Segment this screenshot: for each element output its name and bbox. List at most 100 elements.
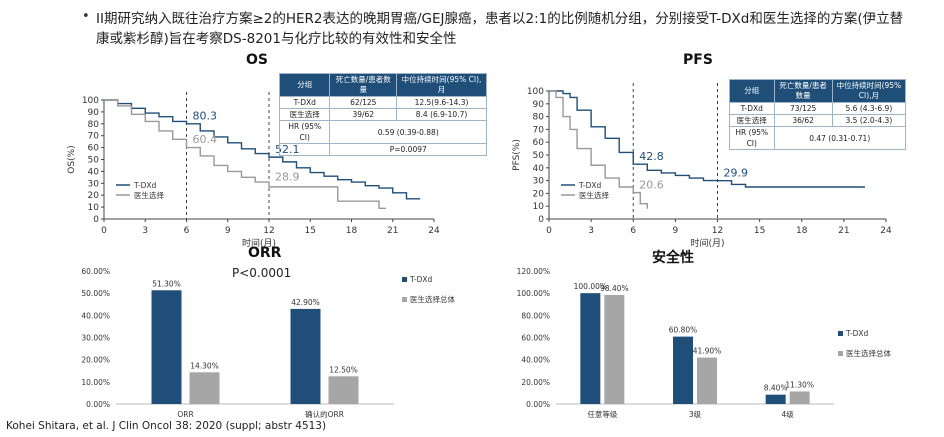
pfs-landmark-label: 20.6	[639, 179, 664, 192]
pfs-table-cell: 36/62	[773, 114, 833, 127]
pfs-table-cell: 医生选择	[729, 114, 775, 127]
orr-data-label: 12.50%	[329, 365, 358, 374]
os-x-tick-label: 21	[387, 226, 398, 236]
orr-y-tick-label: 60.00%	[81, 267, 110, 276]
pfs-y-tick-label: 10	[533, 202, 545, 212]
os-series-line-0	[104, 99, 421, 200]
pfs-landmark-label: 29.9	[724, 167, 749, 180]
pfs-table-header-group: 分组	[729, 79, 775, 103]
pfs-y-tick-label: 100	[527, 87, 544, 97]
pfs-table-cell: HR (95% CI)	[729, 126, 775, 150]
orr-data-label: 51.30%	[152, 279, 181, 288]
safety-bar-1	[789, 391, 810, 404]
safety-category-label: 任意等级	[587, 409, 617, 419]
safety-bar-1	[604, 294, 625, 404]
os-table-header-median: 中位持续时间(95% CI),月	[396, 73, 487, 97]
orr-bar-1	[328, 376, 359, 404]
safety-bar-1	[697, 357, 717, 404]
pfs-y-axis-title: PFS(%)	[512, 139, 522, 171]
os-x-tick-label: 12	[263, 226, 274, 236]
orr-data-label: 14.30%	[190, 361, 219, 370]
os-legend-label: T-DXd	[133, 181, 157, 190]
safety-legend-swatch	[838, 331, 843, 336]
citation: Kohei Shitara, et al. J Clin Oncol 38: 2…	[6, 420, 327, 432]
os-x-tick-label: 0	[101, 226, 107, 236]
os-x-tick-label: 9	[225, 226, 231, 236]
safety-data-label: 100.00%	[574, 282, 607, 291]
os-y-tick-label: 40	[88, 167, 100, 177]
pfs-table-header-deaths: 死亡数量/患者数量	[773, 79, 833, 103]
pfs-x-tick-label: 15	[754, 226, 765, 236]
pfs-series-line-0	[549, 90, 865, 188]
pfs-y-tick-label: 30	[533, 177, 545, 187]
orr-category-label: 确认的ORR	[305, 409, 344, 419]
pfs-x-tick-label: 0	[546, 226, 552, 236]
orr-legend-swatch	[402, 297, 407, 302]
pfs-x-tick-label: 18	[796, 226, 808, 236]
pfs-legend-label: 医生选择	[579, 190, 609, 200]
pfs-y-tick-label: 90	[533, 100, 545, 110]
orr-y-tick-label: 40.00%	[81, 311, 110, 320]
safety-y-tick-label: 80.00%	[521, 311, 550, 320]
orr-bar-1	[189, 372, 220, 404]
os-landmark-label: 80.3	[193, 109, 218, 122]
safety-bar-0	[765, 394, 786, 404]
safety-y-tick-label: 40.00%	[521, 356, 550, 365]
orr-y-tick-label: 50.00%	[81, 289, 110, 298]
os-y-tick-label: 60	[88, 144, 100, 154]
pfs-table-cell: T-DXd	[729, 102, 775, 115]
pfs-table-cell: 0.47 (0.31-0.71)	[773, 126, 906, 150]
os-table-header-deaths: 死亡数量/患者数量	[329, 73, 398, 97]
pfs-y-tick-label: 60	[533, 138, 545, 148]
safety-category-label: 4级	[782, 409, 795, 419]
pfs-x-tick-label: 12	[712, 226, 723, 236]
orr-y-tick-label: 20.00%	[81, 356, 110, 365]
os-y-tick-label: 80	[88, 120, 100, 130]
pfs-y-tick-label: 80	[533, 113, 545, 123]
orr-chart-title: ORR	[248, 245, 282, 261]
orr-legend-label: 医生选择总体	[410, 294, 455, 304]
safety-y-tick-label: 0.00%	[526, 400, 550, 409]
os-table-cell: T-DXd	[278, 96, 331, 109]
os-y-tick-label: 30	[88, 179, 100, 189]
pfs-x-tick-label: 21	[838, 226, 849, 236]
pfs-landmark-label: 42.8	[639, 150, 664, 163]
pfs-table-cell: 73/125	[773, 102, 833, 115]
orr-pvalue: P<0.0001	[232, 266, 292, 280]
pfs-table-header-median: 中位持续时间(95% CI),月	[831, 79, 907, 103]
os-x-tick-label: 24	[428, 226, 440, 236]
os-table-cell: HR (95% CI)	[278, 120, 331, 144]
orr-y-tick-label: 30.00%	[81, 334, 110, 343]
pfs-x-tick-label: 24	[880, 226, 892, 236]
os-table-cell: P=0.0097	[329, 143, 487, 156]
os-table-header-group: 分组	[278, 73, 331, 97]
safety-y-tick-label: 60.00%	[521, 334, 550, 343]
pfs-x-tick-label: 3	[588, 226, 594, 236]
pfs-x-axis-title: 时间(月)	[690, 237, 724, 249]
os-y-tick-label: 90	[88, 108, 100, 118]
orr-legend-label: T-DXd	[409, 275, 433, 284]
pfs-x-tick-label: 6	[630, 226, 636, 236]
orr-data-label: 42.90%	[291, 298, 320, 307]
os-y-tick-label: 50	[88, 156, 100, 166]
os-x-tick-label: 3	[142, 226, 148, 236]
safety-legend-label: T-DXd	[845, 329, 869, 338]
os-x-tick-label: 15	[305, 226, 316, 236]
orr-y-tick-label: 0.00%	[86, 400, 110, 409]
safety-y-tick-label: 20.00%	[521, 378, 550, 387]
os-table-cell: 8.4 (6.9-10.7)	[396, 108, 487, 121]
os-landmark-label: 28.9	[275, 171, 300, 184]
safety-data-label: 60.80%	[669, 326, 698, 335]
pfs-table: 分组 死亡数量/患者数量 中位持续时间(95% CI),月 T-DXd 73/1…	[729, 79, 907, 150]
os-table-cell	[278, 143, 331, 156]
safety-legend-label: 医生选择总体	[846, 348, 891, 358]
safety-y-tick-label: 100.00%	[517, 289, 550, 298]
bullet: •	[82, 9, 90, 24]
pfs-table-cell: 3.5 (2.0-4.3)	[831, 114, 907, 127]
os-landmark-label: 60.4	[193, 133, 218, 146]
safety-data-label: 8.40%	[764, 384, 788, 393]
safety-bar-0	[673, 336, 693, 404]
headline-text: II期研究纳入既往治疗方案≥2的HER2表达的晚期胃癌/GEJ腺癌，患者以2:1…	[96, 11, 904, 47]
os-series-line-1	[104, 99, 386, 209]
safety-data-label: 41.90%	[693, 347, 722, 356]
